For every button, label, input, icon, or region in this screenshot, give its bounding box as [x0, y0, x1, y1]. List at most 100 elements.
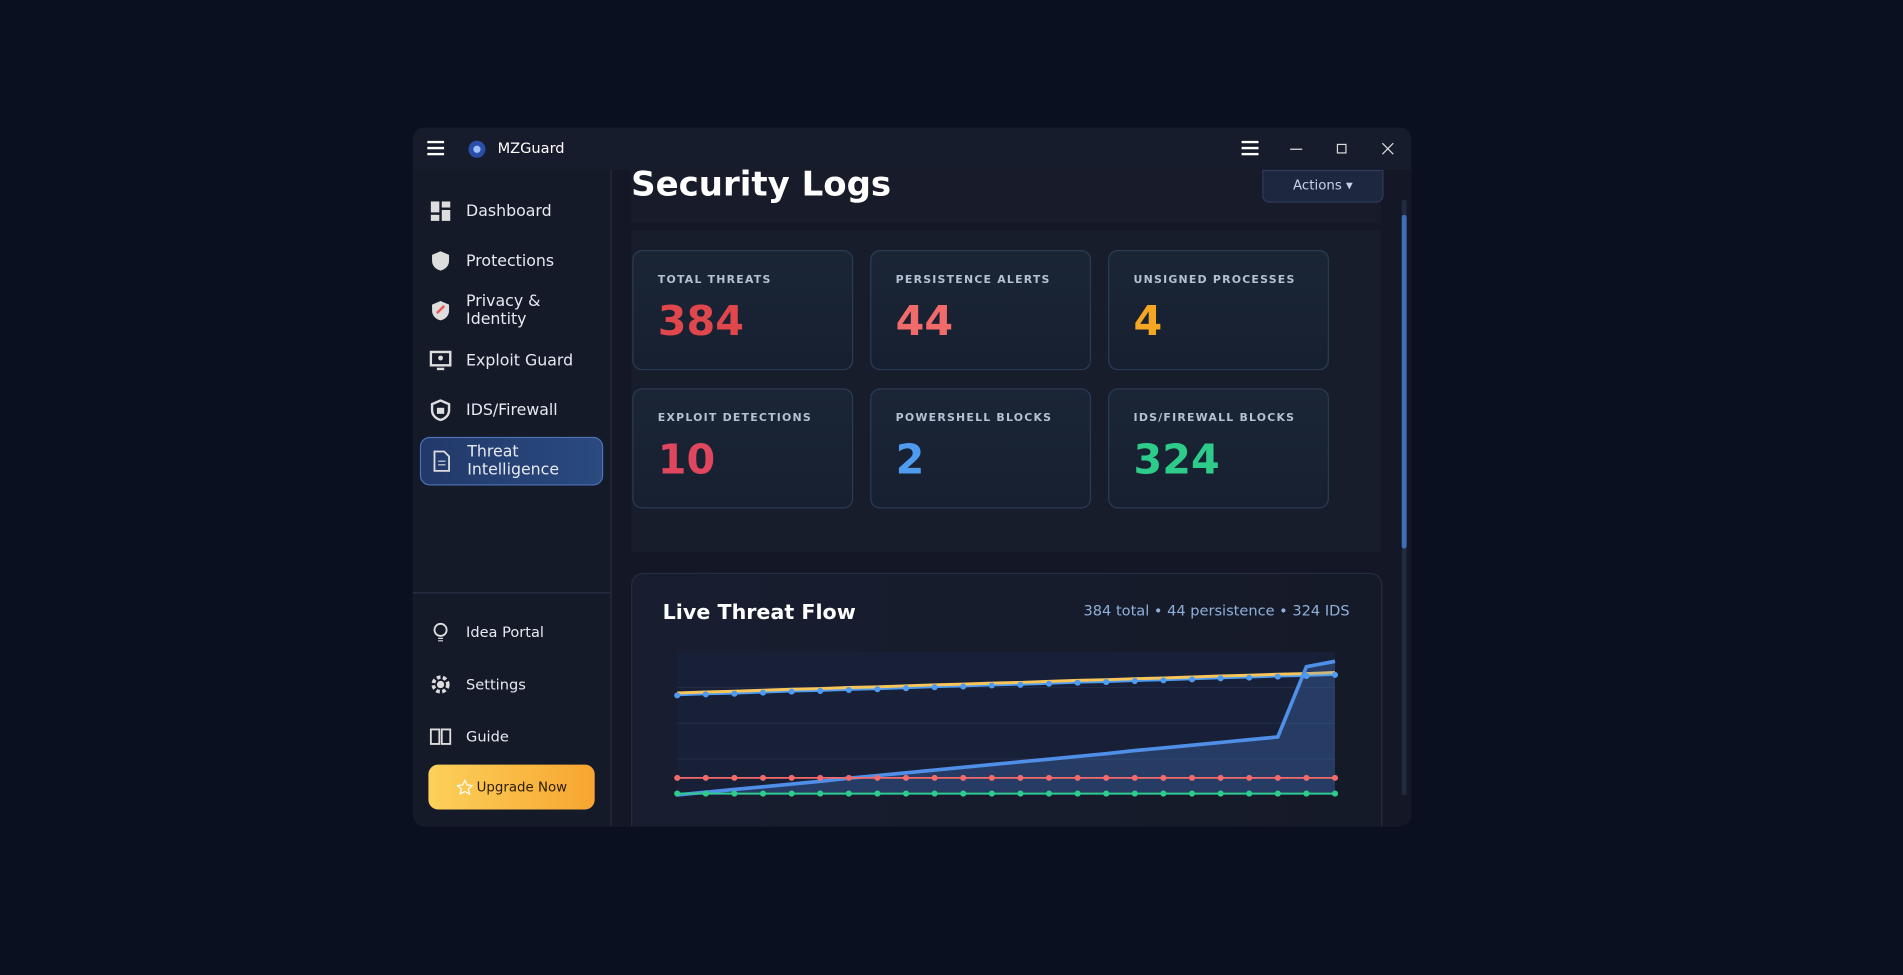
series-dot	[702, 691, 709, 698]
title-bar: MZGuard	[412, 127, 1412, 170]
series-dot	[1274, 774, 1281, 781]
icon	[432, 251, 450, 271]
series-dot	[1074, 679, 1081, 686]
series-dot	[1188, 676, 1196, 683]
series-dot	[702, 774, 709, 781]
series-dot	[731, 790, 738, 797]
nav-item[interactable]: Protections	[420, 238, 601, 284]
nav-item[interactable]: Settings	[420, 661, 601, 707]
series-dot	[1103, 774, 1110, 781]
series-line	[677, 671, 1336, 696]
series-dot	[1017, 681, 1024, 688]
icon	[430, 201, 451, 221]
series-dot	[845, 774, 852, 781]
series-dot	[960, 790, 967, 797]
app-window: MZGuard Dashboard Protections Privacy & …	[412, 127, 1412, 827]
series-dot	[817, 687, 824, 694]
divider	[412, 592, 611, 594]
series-dot	[731, 774, 738, 781]
series-dot	[1331, 790, 1339, 797]
series-area	[677, 661, 1336, 795]
nav-label: Dashboard	[466, 202, 552, 221]
series-dot	[845, 790, 852, 797]
chart-summary: 384 total • 44 persistence • 324 IDS	[1083, 601, 1350, 619]
series-dot	[902, 790, 910, 797]
series-dot	[1274, 673, 1281, 680]
icon	[433, 622, 448, 642]
series-dot	[1246, 790, 1253, 797]
menu-icon[interactable]	[427, 140, 445, 156]
icon	[432, 300, 450, 321]
series-dot	[1045, 774, 1053, 781]
series-dot	[674, 790, 681, 797]
stat-card: IDS/FIREWALL BLOCKS 324	[1108, 388, 1329, 509]
nav-item[interactable]: Idea Portal	[420, 609, 601, 655]
series-line	[677, 674, 1336, 697]
header-band	[631, 169, 1382, 224]
icon	[433, 450, 450, 472]
nav-item[interactable]: Guide	[420, 714, 601, 760]
series-dot	[731, 690, 738, 697]
nav-label: Settings	[466, 676, 526, 693]
nav-item-active[interactable]: Threat Intelligence	[419, 436, 604, 486]
scrollbar-thumb[interactable]	[1401, 214, 1407, 549]
series-dot	[988, 774, 995, 781]
series-dot	[960, 774, 967, 781]
series-dot	[874, 790, 881, 797]
series-dot	[1246, 674, 1253, 681]
series-dot	[902, 685, 910, 692]
stat-card: POWERSHELL BLOCKS 2	[870, 388, 1092, 509]
app-logo	[468, 140, 486, 158]
nav-label: Exploit Guard	[466, 351, 574, 370]
chart-title: Live Threat Flow	[662, 600, 856, 626]
series-dot	[1045, 790, 1053, 797]
series-dot	[1103, 790, 1110, 797]
series-dot	[1131, 790, 1138, 797]
stat-label: PERSISTENCE ALERTS	[895, 274, 1051, 287]
series-dot	[1160, 774, 1167, 781]
series-dot	[1188, 790, 1196, 797]
series-dot	[702, 790, 709, 797]
series-dot	[788, 688, 795, 695]
nav-item[interactable]: Privacy & Identity	[420, 288, 601, 334]
series-dot	[759, 790, 767, 797]
nav-label: Privacy & Identity	[466, 292, 541, 329]
stat-label: IDS/FIREWALL BLOCKS	[1133, 412, 1296, 425]
series-dot	[674, 692, 681, 699]
options-icon[interactable]	[1241, 140, 1259, 156]
series-dot	[759, 774, 767, 781]
sidebar: Dashboard Protections Privacy & Identity…	[412, 169, 612, 827]
nav-item[interactable]: Exploit Guard	[420, 337, 601, 383]
icon	[430, 399, 451, 422]
stat-card: UNSIGNED PROCESSES 4	[1108, 250, 1329, 371]
series-dot	[1131, 678, 1138, 685]
series-dot	[931, 684, 938, 691]
stat-card: TOTAL THREATS 384	[632, 250, 854, 371]
stat-value: 44	[895, 297, 954, 346]
series-dot	[1103, 679, 1110, 686]
series-dot	[1217, 774, 1224, 781]
series-dot	[1217, 675, 1224, 682]
nav-item[interactable]: Dashboard	[420, 188, 601, 234]
series-dot	[1246, 774, 1253, 781]
series-dot	[1217, 790, 1224, 797]
upgrade-button[interactable]: Upgrade Now	[428, 764, 595, 810]
nav-item[interactable]: IDS/Firewall	[420, 387, 601, 433]
series-dot	[1045, 680, 1053, 687]
stat-card: EXPLOIT DETECTIONS 10	[632, 388, 854, 509]
series-dot	[1303, 672, 1310, 679]
series-dot	[759, 689, 767, 696]
window-controls[interactable]	[1286, 141, 1407, 158]
stat-value: 10	[657, 435, 716, 485]
series-dot	[931, 790, 938, 797]
series-dot	[1017, 774, 1024, 781]
star-icon	[456, 778, 474, 795]
series-dot	[1331, 671, 1339, 678]
actions-button[interactable]: Actions ▾	[1262, 169, 1384, 203]
stat-value: 384	[657, 297, 744, 346]
series-dot	[817, 774, 824, 781]
series-dot	[1303, 774, 1310, 781]
page-title: Security Logs	[631, 163, 892, 204]
